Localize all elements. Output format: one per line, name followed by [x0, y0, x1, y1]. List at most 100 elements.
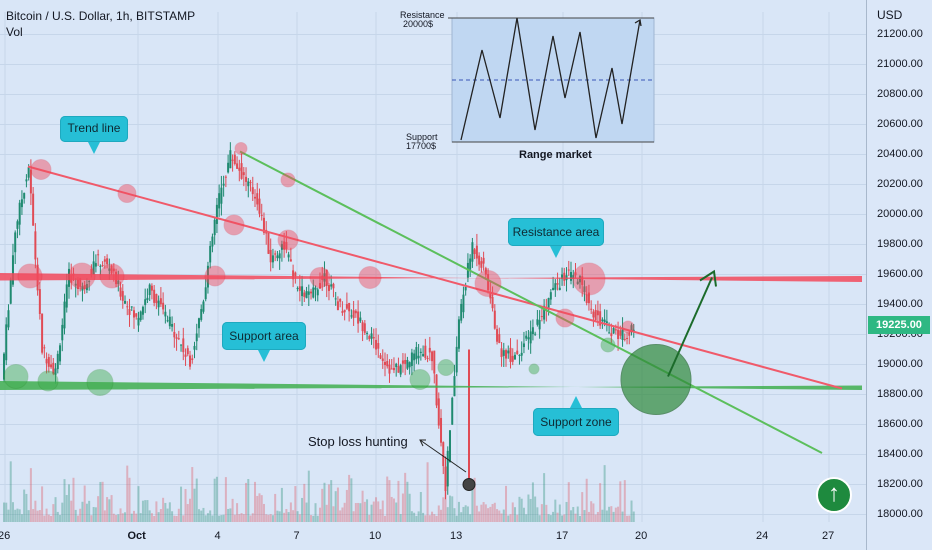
- volume-bar: [195, 478, 198, 522]
- volume-bar: [435, 515, 438, 522]
- candle-body: [249, 182, 252, 184]
- x-tick-label: 24: [756, 530, 769, 542]
- candle-body: [610, 333, 613, 337]
- volume-bar: [511, 502, 514, 522]
- volume-bar: [545, 504, 548, 522]
- candle-body: [383, 361, 386, 366]
- candle-body: [224, 176, 227, 178]
- volume-bar: [287, 512, 290, 522]
- candle-body: [424, 345, 427, 358]
- candle-body: [240, 163, 243, 179]
- candle-body: [184, 354, 187, 357]
- candle-body: [475, 245, 478, 259]
- volume-bar: [52, 504, 55, 522]
- candle-body: [348, 303, 351, 312]
- candle-body: [251, 187, 254, 195]
- volume-bar: [516, 514, 519, 522]
- volume-bar: [72, 477, 75, 522]
- resistance-area-label: Resistance area: [512, 225, 600, 239]
- volume-bar: [305, 502, 308, 522]
- volume-bar: [417, 511, 420, 522]
- volume-bar: [166, 508, 169, 522]
- resistance-area-callout: Resistance area: [508, 218, 604, 258]
- volume-bar: [323, 482, 326, 522]
- volume-bar: [81, 501, 84, 522]
- candle-body: [175, 337, 178, 339]
- candle-body: [437, 398, 440, 426]
- inset-support-label: Support: [406, 132, 438, 142]
- volume-bar: [256, 495, 259, 522]
- volume-bar: [446, 507, 449, 522]
- resistance-touch-circle: [234, 142, 248, 155]
- stop-loss-marker: [462, 478, 476, 491]
- candle-body: [18, 202, 21, 225]
- candle-body: [301, 286, 304, 297]
- candle-body: [231, 159, 234, 161]
- resistance-touch-circle: [358, 266, 382, 289]
- candle-body: [435, 374, 438, 406]
- volume-bar: [392, 498, 395, 522]
- volume-bar: [397, 480, 400, 522]
- candle-body: [150, 285, 153, 291]
- volume-bar: [469, 514, 472, 522]
- candle-body: [377, 343, 380, 349]
- candle-body: [247, 181, 250, 187]
- candle-body: [538, 320, 541, 330]
- candle-body: [195, 333, 198, 342]
- candle-body: [404, 360, 407, 364]
- volume-bar: [316, 515, 319, 522]
- volume-bar: [220, 515, 223, 522]
- candle-body: [361, 322, 364, 332]
- candle-body: [20, 199, 23, 208]
- volume-bar: [108, 499, 111, 522]
- descending-line: [239, 150, 823, 454]
- volume-bar: [115, 514, 118, 522]
- candle-body: [352, 310, 355, 319]
- volume-bar: [489, 506, 492, 522]
- x-tick-label: 20: [635, 530, 648, 542]
- volume-bar: [339, 510, 342, 522]
- volume-bar: [424, 515, 427, 522]
- stop-loss-pointer-head: [419, 439, 426, 447]
- volume-bar: [388, 480, 391, 522]
- candle-body: [626, 337, 629, 339]
- volume-bar: [168, 502, 171, 522]
- volume-bar: [274, 493, 277, 522]
- candle-body: [202, 301, 205, 312]
- volume-bar: [285, 509, 288, 522]
- candle-body: [130, 306, 133, 308]
- volume-bar: [182, 515, 185, 522]
- candle-body: [478, 255, 481, 265]
- candle-body: [516, 350, 519, 355]
- candle-body: [74, 283, 77, 286]
- volume-bar: [377, 501, 380, 522]
- volume-bar: [258, 493, 261, 522]
- candle-body: [464, 286, 467, 291]
- candle-body: [227, 162, 230, 173]
- volume-bar: [301, 497, 304, 522]
- candle-body: [23, 193, 26, 199]
- up-arrow-button[interactable]: ↑: [816, 477, 852, 513]
- candle-body: [9, 279, 12, 304]
- support-zone-callout: Support zone: [533, 396, 619, 436]
- candle-body: [14, 232, 17, 253]
- candle-body: [233, 154, 236, 165]
- candle-body: [567, 269, 570, 271]
- y-tick-label: 20400.00: [877, 147, 923, 160]
- candle-body: [502, 350, 505, 356]
- candle-body: [101, 265, 104, 267]
- candle-body: [108, 268, 111, 271]
- volume-bar: [505, 485, 508, 522]
- volume-bar: [466, 506, 469, 522]
- volume-bar: [180, 486, 183, 522]
- volume-bar: [366, 499, 369, 522]
- price-axis[interactable]: USD 21200.00 21000.00 20800.00 20600.00 2040…: [866, 0, 932, 550]
- volume-bar: [271, 515, 274, 522]
- volume-bar: [218, 515, 221, 522]
- candle-body: [153, 289, 156, 303]
- volume-bar: [552, 511, 555, 522]
- volume-bar: [332, 506, 335, 522]
- candle-body: [354, 310, 357, 314]
- y-tick-label: 18400.00: [877, 447, 923, 460]
